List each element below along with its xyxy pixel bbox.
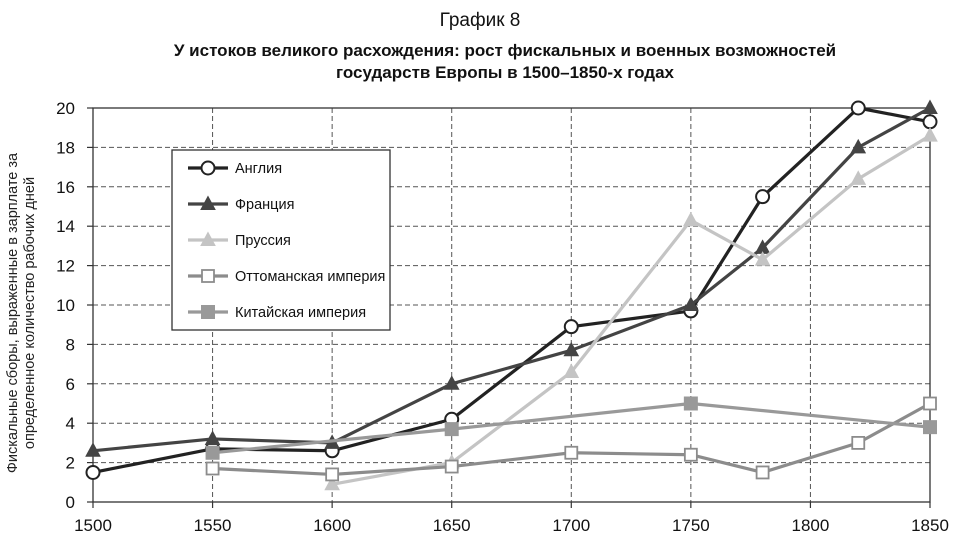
y-tick-label: 14 [56,217,75,236]
y-tick-label: 2 [66,454,75,473]
data-point [850,170,867,185]
data-point [563,341,580,357]
series-3 [324,127,938,491]
series-2 [85,99,938,457]
data-point [444,422,459,437]
legend-marker [200,195,216,210]
x-tick-label: 1700 [552,516,590,535]
y-tick-label: 6 [66,375,75,394]
legend-item: Англия [188,160,282,177]
series-line [212,402,931,477]
legend-marker [201,305,215,319]
y-axis-title-line-1: Фискальные сборы, выраженные в зарплате … [5,152,21,473]
legend-item: Пруссия [188,231,291,249]
legend-item: Франция [188,195,294,213]
data-point [204,430,221,445]
data-point [922,114,938,130]
data-point [683,211,699,227]
series-5 [205,396,937,460]
x-tick-label: 1600 [313,516,351,535]
legend-label: Пруссия [235,233,291,249]
legend-label: Англия [235,161,282,177]
series-line [212,401,931,455]
data-point [563,319,579,335]
x-tick-label: 1550 [194,516,232,535]
legend-label: Китайская империя [235,305,366,321]
series-4 [205,396,937,482]
y-axis-title-line-2: определенное количество рабочих дней [22,177,38,449]
y-tick-label: 20 [56,99,75,118]
y-tick-label: 12 [56,257,75,276]
y-tick-label: 16 [56,178,75,197]
data-point [683,447,698,462]
chart-title-line-2: государств Европы в 1500–1850-х годах [336,63,674,82]
y-tick-label: 8 [66,335,75,354]
data-point [564,445,579,460]
data-point [85,442,101,457]
x-tick-label: 1850 [911,516,949,535]
y-tick-label: 0 [66,493,75,512]
data-point [683,396,698,411]
legend-item: Оттоманская империя [188,269,385,285]
y-tick-label: 10 [56,296,75,315]
x-tick-label: 1650 [433,516,471,535]
chart-title-line-1: У истоков великого расхождения: рост фис… [173,41,837,60]
legend-label: Франция [235,197,294,213]
y-tick-label: 18 [56,138,75,157]
legend-marker [200,160,216,176]
data-point [922,99,938,114]
data-point [324,475,340,491]
data-point [563,363,580,378]
data-point [850,100,866,116]
data-point [443,375,460,390]
data-point [755,465,770,480]
data-point [683,296,699,311]
axes: 1500 1550 1600 1650 1700 1750 1800 1850 0 2 4 6 8 10 1… [56,99,949,535]
series [85,99,938,491]
legend-marker [200,231,216,246]
data-point [325,467,340,482]
data-point [205,461,220,476]
x-tick-label: 1800 [792,516,830,535]
y-tick-label: 4 [66,414,75,433]
data-point [923,420,937,435]
figure-label: График 8 [439,10,521,31]
data-point [85,464,101,480]
legend-item: Китайская империя [188,305,366,321]
data-point [755,189,771,205]
legend: Англия Франция Пруссия Оттоманская империя К… [171,149,391,331]
y-axis-title: Фискальные сборы, выраженные в зарплате … [5,152,38,473]
x-tick-label: 1500 [74,516,112,535]
data-point [754,251,771,266]
data-point [444,459,459,474]
x-tick-label: 1750 [672,516,710,535]
data-point [922,127,938,142]
data-point [851,435,866,450]
legend-label: Оттоманская империя [235,269,385,285]
data-point [850,138,867,154]
data-point [205,445,220,460]
data-point [923,396,937,411]
chart-title: У истоков великого расхождения: рост фис… [0,40,960,84]
legend-marker [201,269,215,283]
